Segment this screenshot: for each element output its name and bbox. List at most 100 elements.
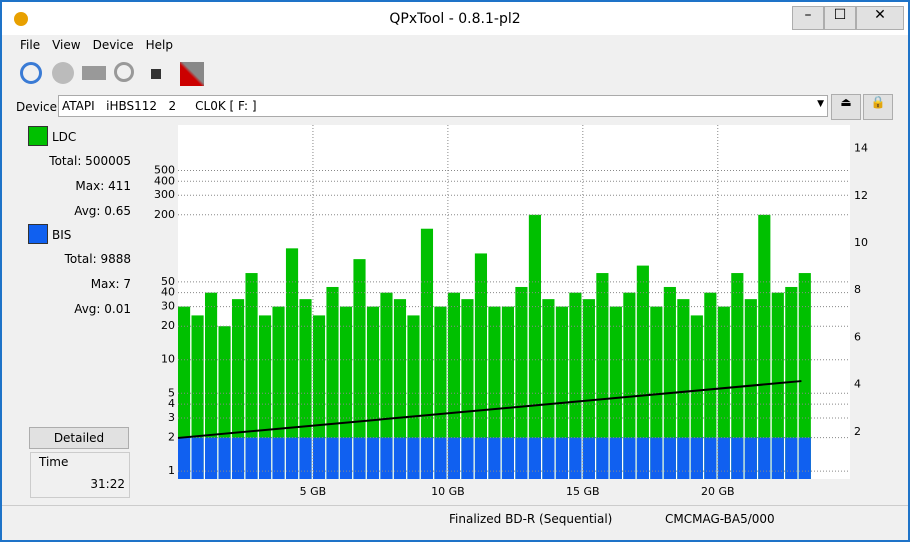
- close[interactable]: ✕: [856, 6, 904, 30]
- y2-tick-label: 2: [854, 425, 861, 438]
- bis-bar: [623, 437, 636, 479]
- bis-bar: [245, 437, 258, 479]
- ldc-bar: [353, 259, 366, 479]
- ldc-bar: [744, 299, 757, 479]
- bis-bar: [528, 437, 541, 479]
- ldc-max: Max: 411: [75, 179, 131, 193]
- ldc-bar: [447, 292, 461, 479]
- maximize[interactable]: ☐: [824, 6, 856, 30]
- detailed-button[interactable]: Detailed: [29, 427, 129, 449]
- status-disc: Finalized BD-R (Sequential): [449, 512, 613, 526]
- tool-disc[interactable]: [52, 62, 74, 84]
- speed-line: [177, 380, 802, 439]
- bis-bar: [434, 437, 447, 479]
- status-media: CMCMAG-BA5/000: [665, 512, 775, 526]
- x-tick-label: 5 GB: [300, 485, 327, 498]
- bis-bar: [326, 437, 339, 479]
- ldc-bar: [461, 299, 474, 479]
- bis-bar: [609, 437, 622, 479]
- bis-bar: [488, 437, 501, 479]
- y-tick-label: 40: [161, 286, 175, 299]
- bis-bar: [339, 437, 353, 479]
- ldc-bar: [677, 299, 690, 479]
- menu-item[interactable]: View: [52, 38, 81, 52]
- ldc-bar: [245, 273, 258, 479]
- ldc-avg: Avg: 0.65: [74, 204, 131, 218]
- bis-bar: [407, 437, 420, 479]
- y-tick-label: 5: [168, 386, 175, 399]
- bis-bar: [771, 437, 784, 479]
- time-value: 31:22: [90, 477, 125, 491]
- title-bar: QPxTool - 0.8.1-pl2 – ☐ ✕: [2, 2, 908, 35]
- bis-bar: [731, 437, 744, 479]
- y2-tick-label: 4: [854, 378, 861, 391]
- bis-bar: [569, 437, 582, 479]
- bis-bar: [663, 437, 676, 479]
- bis-bar: [474, 437, 488, 479]
- ldc-bar: [272, 306, 285, 479]
- minimize[interactable]: –: [792, 6, 824, 30]
- bis-bar: [501, 437, 514, 479]
- ldc-bar: [731, 273, 744, 479]
- bis-swatch: [28, 224, 48, 244]
- bis-bar: [380, 437, 393, 479]
- bis-bar: [798, 437, 811, 479]
- bis-bar: [704, 437, 717, 479]
- bis-bar: [285, 437, 299, 479]
- ldc-bar: [380, 292, 393, 479]
- y-tick-label: 10: [161, 353, 175, 366]
- device-value: ATAPI iHBS112 2 CL0K [ F: ]: [62, 99, 257, 113]
- ldc-bar: [434, 306, 447, 479]
- bis-bar: [299, 437, 312, 479]
- tool-stop[interactable]: [151, 69, 161, 79]
- ldc-total: Total: 500005: [49, 154, 131, 168]
- toolbar: [18, 60, 218, 88]
- bis-bar: [191, 437, 204, 479]
- ldc-bar: [609, 306, 622, 479]
- ldc-bar: [204, 292, 218, 479]
- eject[interactable]: ⏏: [831, 94, 861, 120]
- ldc-name: LDC: [52, 130, 77, 144]
- y-tick-label: 4: [168, 397, 175, 410]
- ldc-bar: [569, 292, 582, 479]
- menu-item[interactable]: Device: [92, 38, 134, 52]
- ldc-bar: [555, 306, 568, 479]
- ldc-bar: [650, 306, 663, 479]
- y2-tick-label: 14: [854, 142, 868, 155]
- ldc-bar: [299, 299, 312, 479]
- bis-bar: [447, 437, 461, 479]
- bis-bar: [366, 437, 380, 479]
- y-tick-label: 2: [168, 431, 175, 444]
- tool-refresh[interactable]: [20, 62, 42, 84]
- menu-item[interactable]: File: [20, 38, 41, 52]
- bis-bar: [515, 437, 528, 479]
- ldc-swatch: [28, 126, 48, 146]
- ldc-bar: [542, 299, 555, 479]
- ldc-bar: [501, 306, 514, 479]
- ldc-bar: [515, 286, 528, 479]
- time-label: Time: [39, 455, 69, 469]
- tool-settings[interactable]: [180, 62, 204, 86]
- y2-tick-label: 12: [854, 189, 868, 202]
- ldc-bar: [366, 306, 380, 479]
- lock[interactable]: 🔒: [863, 94, 893, 120]
- bis-bar: [690, 437, 703, 479]
- y-tick-label: 200: [154, 208, 175, 221]
- tool-drive[interactable]: [82, 66, 106, 80]
- y-tick-label: 3: [168, 411, 175, 424]
- app-icon: [14, 12, 28, 26]
- bis-bar: [231, 437, 245, 479]
- bis-bar: [312, 437, 326, 479]
- tool-scan[interactable]: [114, 62, 134, 82]
- ldc-bar: [758, 214, 771, 479]
- bis-max: Max: 7: [90, 277, 131, 291]
- bis-bar: [461, 437, 474, 479]
- ldc-bar: [285, 248, 299, 479]
- device-select[interactable]: ATAPI iHBS112 2 CL0K [ F: ] ▼: [58, 95, 828, 117]
- menu-item[interactable]: Help: [145, 38, 173, 52]
- ldc-bar: [231, 299, 245, 479]
- bis-bar: [650, 437, 663, 479]
- bis-bar: [636, 437, 649, 479]
- y-tick-label: 20: [161, 319, 175, 332]
- window-title: QPxTool - 0.8.1-pl2: [389, 11, 521, 27]
